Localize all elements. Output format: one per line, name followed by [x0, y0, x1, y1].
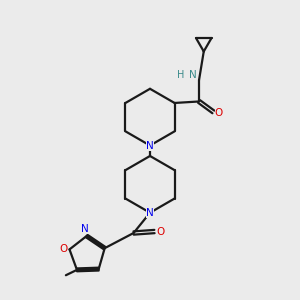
Text: O: O: [156, 226, 165, 236]
Text: H: H: [177, 70, 185, 80]
Text: N: N: [146, 208, 154, 218]
Text: N: N: [146, 140, 154, 151]
Text: O: O: [214, 108, 223, 118]
Text: N: N: [189, 70, 196, 80]
Text: O: O: [59, 244, 68, 254]
Text: N: N: [81, 224, 89, 234]
